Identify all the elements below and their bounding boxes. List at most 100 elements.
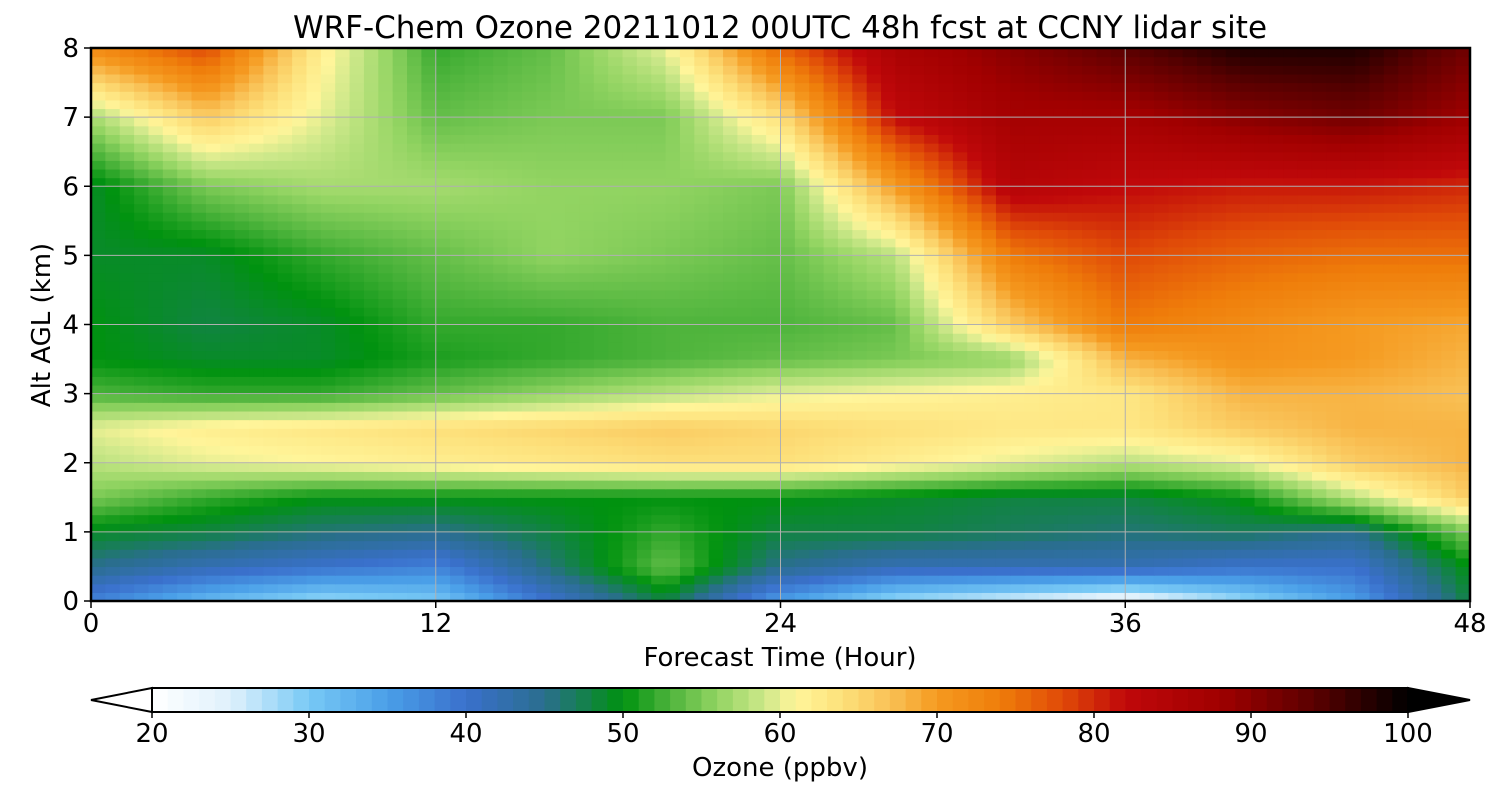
heatmap-cell <box>1039 220 1055 231</box>
heatmap-cell <box>1355 523 1371 533</box>
heatmap-cell <box>1441 186 1457 196</box>
heatmap-cell <box>536 367 552 377</box>
heatmap-cell <box>407 298 422 308</box>
heatmap-cell <box>1153 531 1169 542</box>
heatmap-cell <box>464 281 480 291</box>
heatmap-cell <box>1268 592 1284 602</box>
heatmap-cell <box>263 583 279 593</box>
heatmap-cell <box>1197 367 1213 377</box>
heatmap-cell <box>981 194 997 205</box>
heatmap-cell <box>1067 238 1083 248</box>
heatmap-cell <box>924 583 940 593</box>
heatmap-cell <box>995 238 1011 248</box>
heatmap-cell <box>1340 436 1356 447</box>
heatmap-cell <box>995 194 1011 205</box>
heatmap-cell <box>1067 186 1083 196</box>
heatmap-cell <box>1240 307 1256 317</box>
heatmap-cell <box>967 540 983 550</box>
heatmap-cell <box>191 367 207 377</box>
heatmap-cell <box>593 557 609 568</box>
heatmap-cell <box>952 333 968 343</box>
heatmap-cell <box>105 341 121 352</box>
heatmap-cell <box>823 445 839 455</box>
heatmap-cell <box>794 203 810 213</box>
heatmap-cell <box>421 220 437 231</box>
heatmap-cell <box>1383 186 1399 196</box>
heatmap-cell <box>1168 246 1184 256</box>
heatmap-cell <box>306 229 322 239</box>
heatmap-cell <box>751 531 767 542</box>
heatmap-cell <box>292 367 308 377</box>
heatmap-cell <box>550 324 566 334</box>
heatmap-cell <box>708 497 724 507</box>
heatmap-cell <box>708 281 724 291</box>
heatmap-cell <box>292 186 308 196</box>
heatmap-cell <box>1125 436 1141 447</box>
heatmap-cell <box>895 333 911 343</box>
heatmap-cell <box>852 376 868 386</box>
heatmap-cell <box>134 419 150 429</box>
heatmap-cell <box>191 238 207 248</box>
heatmap-cell <box>780 264 796 274</box>
heatmap-cell <box>320 540 336 550</box>
heatmap-cell <box>1240 160 1256 170</box>
heatmap-cell <box>177 384 193 395</box>
heatmap-cell <box>723 505 738 516</box>
heatmap-cell <box>895 523 911 533</box>
heatmap-cell <box>665 315 681 326</box>
heatmap-cell <box>177 592 193 602</box>
heatmap-cell <box>852 160 868 170</box>
heatmap-cell <box>1268 505 1284 516</box>
heatmap-cell <box>1455 238 1471 248</box>
heatmap-cell <box>1067 272 1083 282</box>
heatmap-cell <box>536 454 552 464</box>
heatmap-cell <box>967 177 983 187</box>
heatmap-cell <box>1383 471 1399 481</box>
heatmap-cell <box>1211 454 1227 464</box>
heatmap-cell <box>766 488 782 498</box>
heatmap-cell <box>938 324 954 334</box>
heatmap-cell <box>608 428 624 438</box>
heatmap-cell <box>995 462 1011 472</box>
heatmap-cell <box>105 203 121 213</box>
heatmap-cell <box>363 203 379 213</box>
heatmap-cell <box>751 359 767 369</box>
heatmap-cell <box>464 298 480 308</box>
heatmap-cell <box>507 272 523 282</box>
heatmap-cell <box>162 264 178 274</box>
heatmap-cell <box>780 393 796 403</box>
heatmap-cell <box>105 229 121 239</box>
heatmap-cell <box>521 454 537 464</box>
heatmap-cell <box>1067 324 1083 334</box>
heatmap-cell <box>148 436 164 447</box>
heatmap-cell <box>1254 324 1270 334</box>
heatmap-cell <box>320 531 336 542</box>
heatmap-cell <box>234 505 250 516</box>
heatmap-cell <box>1283 462 1299 472</box>
heatmap-cell <box>536 359 552 369</box>
heatmap-cell <box>263 255 279 265</box>
heatmap-cell <box>622 549 638 559</box>
heatmap-cell <box>1082 410 1098 421</box>
heatmap-cell <box>220 384 236 395</box>
heatmap-cell <box>521 428 537 438</box>
heatmap-cell <box>493 367 509 377</box>
heatmap-cell <box>766 324 782 334</box>
heatmap-cell <box>593 229 609 239</box>
heatmap-cell <box>162 549 178 559</box>
heatmap-cell <box>1240 497 1256 507</box>
heatmap-cell <box>1182 289 1198 300</box>
heatmap-cell <box>1139 393 1155 403</box>
heatmap-cell <box>1067 505 1083 516</box>
heatmap-cell <box>277 419 293 429</box>
heatmap-cell <box>981 238 997 248</box>
heatmap-cell <box>708 376 724 386</box>
heatmap-cell <box>320 480 336 490</box>
heatmap-cell <box>234 566 250 576</box>
heatmap-cell <box>134 583 150 593</box>
heatmap-cell <box>1067 428 1083 438</box>
heatmap-cell <box>1240 488 1256 498</box>
heatmap-cell <box>1240 367 1256 377</box>
heatmap-cell <box>363 523 379 533</box>
heatmap-cell <box>952 393 968 403</box>
